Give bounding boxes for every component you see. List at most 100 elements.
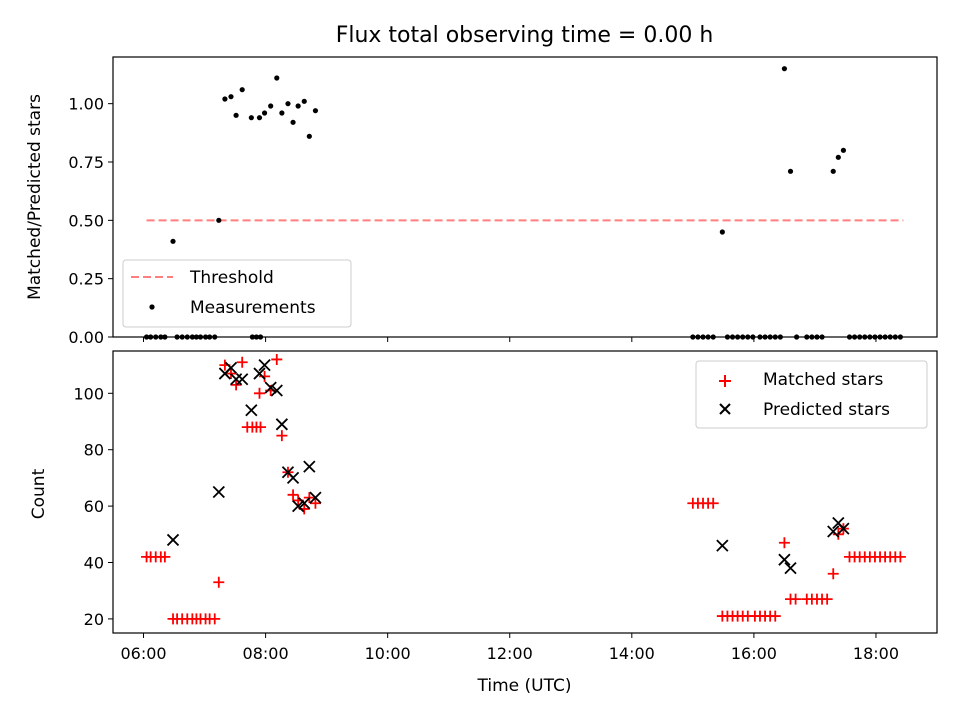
measurement-point [143, 334, 150, 340]
predicted-star-point [298, 497, 311, 510]
matched-star-point [159, 551, 171, 563]
measurement-point [729, 334, 736, 340]
measurement-point [257, 334, 264, 340]
predicted-star-point [827, 525, 840, 538]
measurement-point [261, 110, 268, 116]
measurement-point [882, 334, 888, 340]
predicted-star-point [275, 418, 289, 431]
predicted-star-point [292, 499, 305, 513]
legend-measurements-label: Measurements [190, 298, 316, 318]
predicted-star-point [236, 373, 249, 386]
legend-matched-swatch [719, 375, 731, 387]
measurement-point [197, 334, 204, 340]
measurement-point [710, 334, 716, 340]
predicted-star-point [303, 460, 316, 473]
measurement-point [830, 168, 836, 174]
measurement-point [767, 334, 773, 340]
measurement-point [268, 103, 274, 109]
measurement-point [301, 98, 307, 104]
predicted-star-point [270, 384, 283, 397]
measurement-point [193, 334, 200, 340]
measurement-point [787, 168, 794, 174]
count-x-tick-label: 14:00 [609, 644, 655, 663]
measurement-point [762, 334, 768, 340]
count-x-tick-label: 10:00 [365, 644, 411, 663]
matched-star-point [213, 576, 225, 588]
measurement-point [757, 334, 763, 340]
ratio-data [143, 66, 904, 340]
matched-star-point [276, 430, 288, 442]
predicted-star-point [166, 533, 180, 547]
predicted-star-point [264, 381, 277, 394]
ratio-y-axis: 0.00 0.25 0.50 0.75 1.00 [68, 95, 113, 347]
measurement-point [184, 334, 190, 340]
measurement-point [189, 334, 195, 340]
count-x-tick-label: 06:00 [120, 644, 166, 663]
ratio-panel: Matched/Predicted stars 0.00 0.25 0.50 0.75… [25, 56, 938, 347]
measurement-point [295, 103, 301, 109]
count-x-tick-label: 12:00 [487, 644, 533, 663]
count-panel: Count Time (UTC) 20 40 60 80 100 06:00 08:00 1… [29, 350, 938, 696]
legend-predicted-label: Predicted stars [763, 400, 890, 420]
matched-star-point [821, 593, 833, 605]
count-y-tick-label: 40 [84, 554, 104, 573]
measurement-point [233, 112, 239, 118]
measurement-point [835, 154, 841, 160]
ratio-y-tick-label: 1.00 [68, 95, 104, 114]
count-legend: Matched stars Predicted stars [695, 360, 928, 429]
measurement-point [306, 133, 312, 139]
measurement-point [814, 334, 820, 340]
ratio-y-tick-label: 0.25 [68, 270, 104, 289]
measurement-point [840, 147, 847, 153]
measurement-point [222, 96, 228, 102]
count-y-tick-label: 60 [84, 497, 104, 516]
ratio-y-tick-label: 0.75 [68, 153, 104, 172]
measurement-point [700, 334, 706, 340]
measurement-point [887, 334, 893, 340]
count-data [141, 353, 906, 625]
predicted-star-point [286, 471, 300, 485]
legend-predicted-swatch [719, 403, 731, 415]
measurement-point [695, 334, 701, 340]
measurement-point [719, 229, 725, 235]
measurement-point [216, 217, 222, 223]
measurement-point [794, 334, 800, 340]
measurement-point [228, 94, 234, 100]
count-y-tick-label: 100 [73, 384, 104, 403]
matched-star-point [236, 356, 248, 368]
matched-star-point [253, 387, 265, 399]
measurement-point [202, 334, 209, 340]
count-x-tick-label: 08:00 [243, 644, 289, 663]
predicted-star-point [784, 562, 797, 575]
matched-star-point [230, 379, 242, 391]
predicted-star-point [778, 553, 791, 566]
measurement-point [781, 66, 788, 72]
measurement-point [804, 334, 810, 340]
predicted-star-point [716, 539, 729, 552]
ratio-legend-box [122, 259, 352, 328]
measurement-point [239, 87, 245, 93]
measurement-point [724, 334, 731, 340]
chart-title: Flux total observing time = 0.00 h [336, 23, 714, 48]
measurement-point [256, 115, 263, 121]
measurement-point [857, 334, 863, 340]
measurement-point [877, 334, 883, 340]
predicted-star-point [309, 491, 322, 504]
matched-star-point [259, 370, 271, 382]
measurement-point [207, 334, 213, 340]
measurement-point [279, 110, 285, 116]
legend-threshold-label: Threshold [189, 268, 274, 288]
legend-measurements-swatch [149, 304, 155, 310]
predicted-star-point [212, 485, 225, 499]
ratio-legend: Threshold Measurements [122, 259, 352, 328]
count-legend-box [695, 360, 928, 429]
count-y-axis: 20 40 60 80 100 [73, 384, 113, 629]
count-x-axis-label: Time (UTC) [477, 676, 572, 696]
ratio-y-axis-label: Matched/Predicted stars [25, 94, 45, 300]
matched-star-point [769, 610, 781, 622]
measurement-point [162, 334, 168, 340]
matched-star-point [707, 497, 719, 509]
measurement-point [892, 334, 898, 340]
ratio-y-tick-label: 0.00 [68, 328, 104, 347]
